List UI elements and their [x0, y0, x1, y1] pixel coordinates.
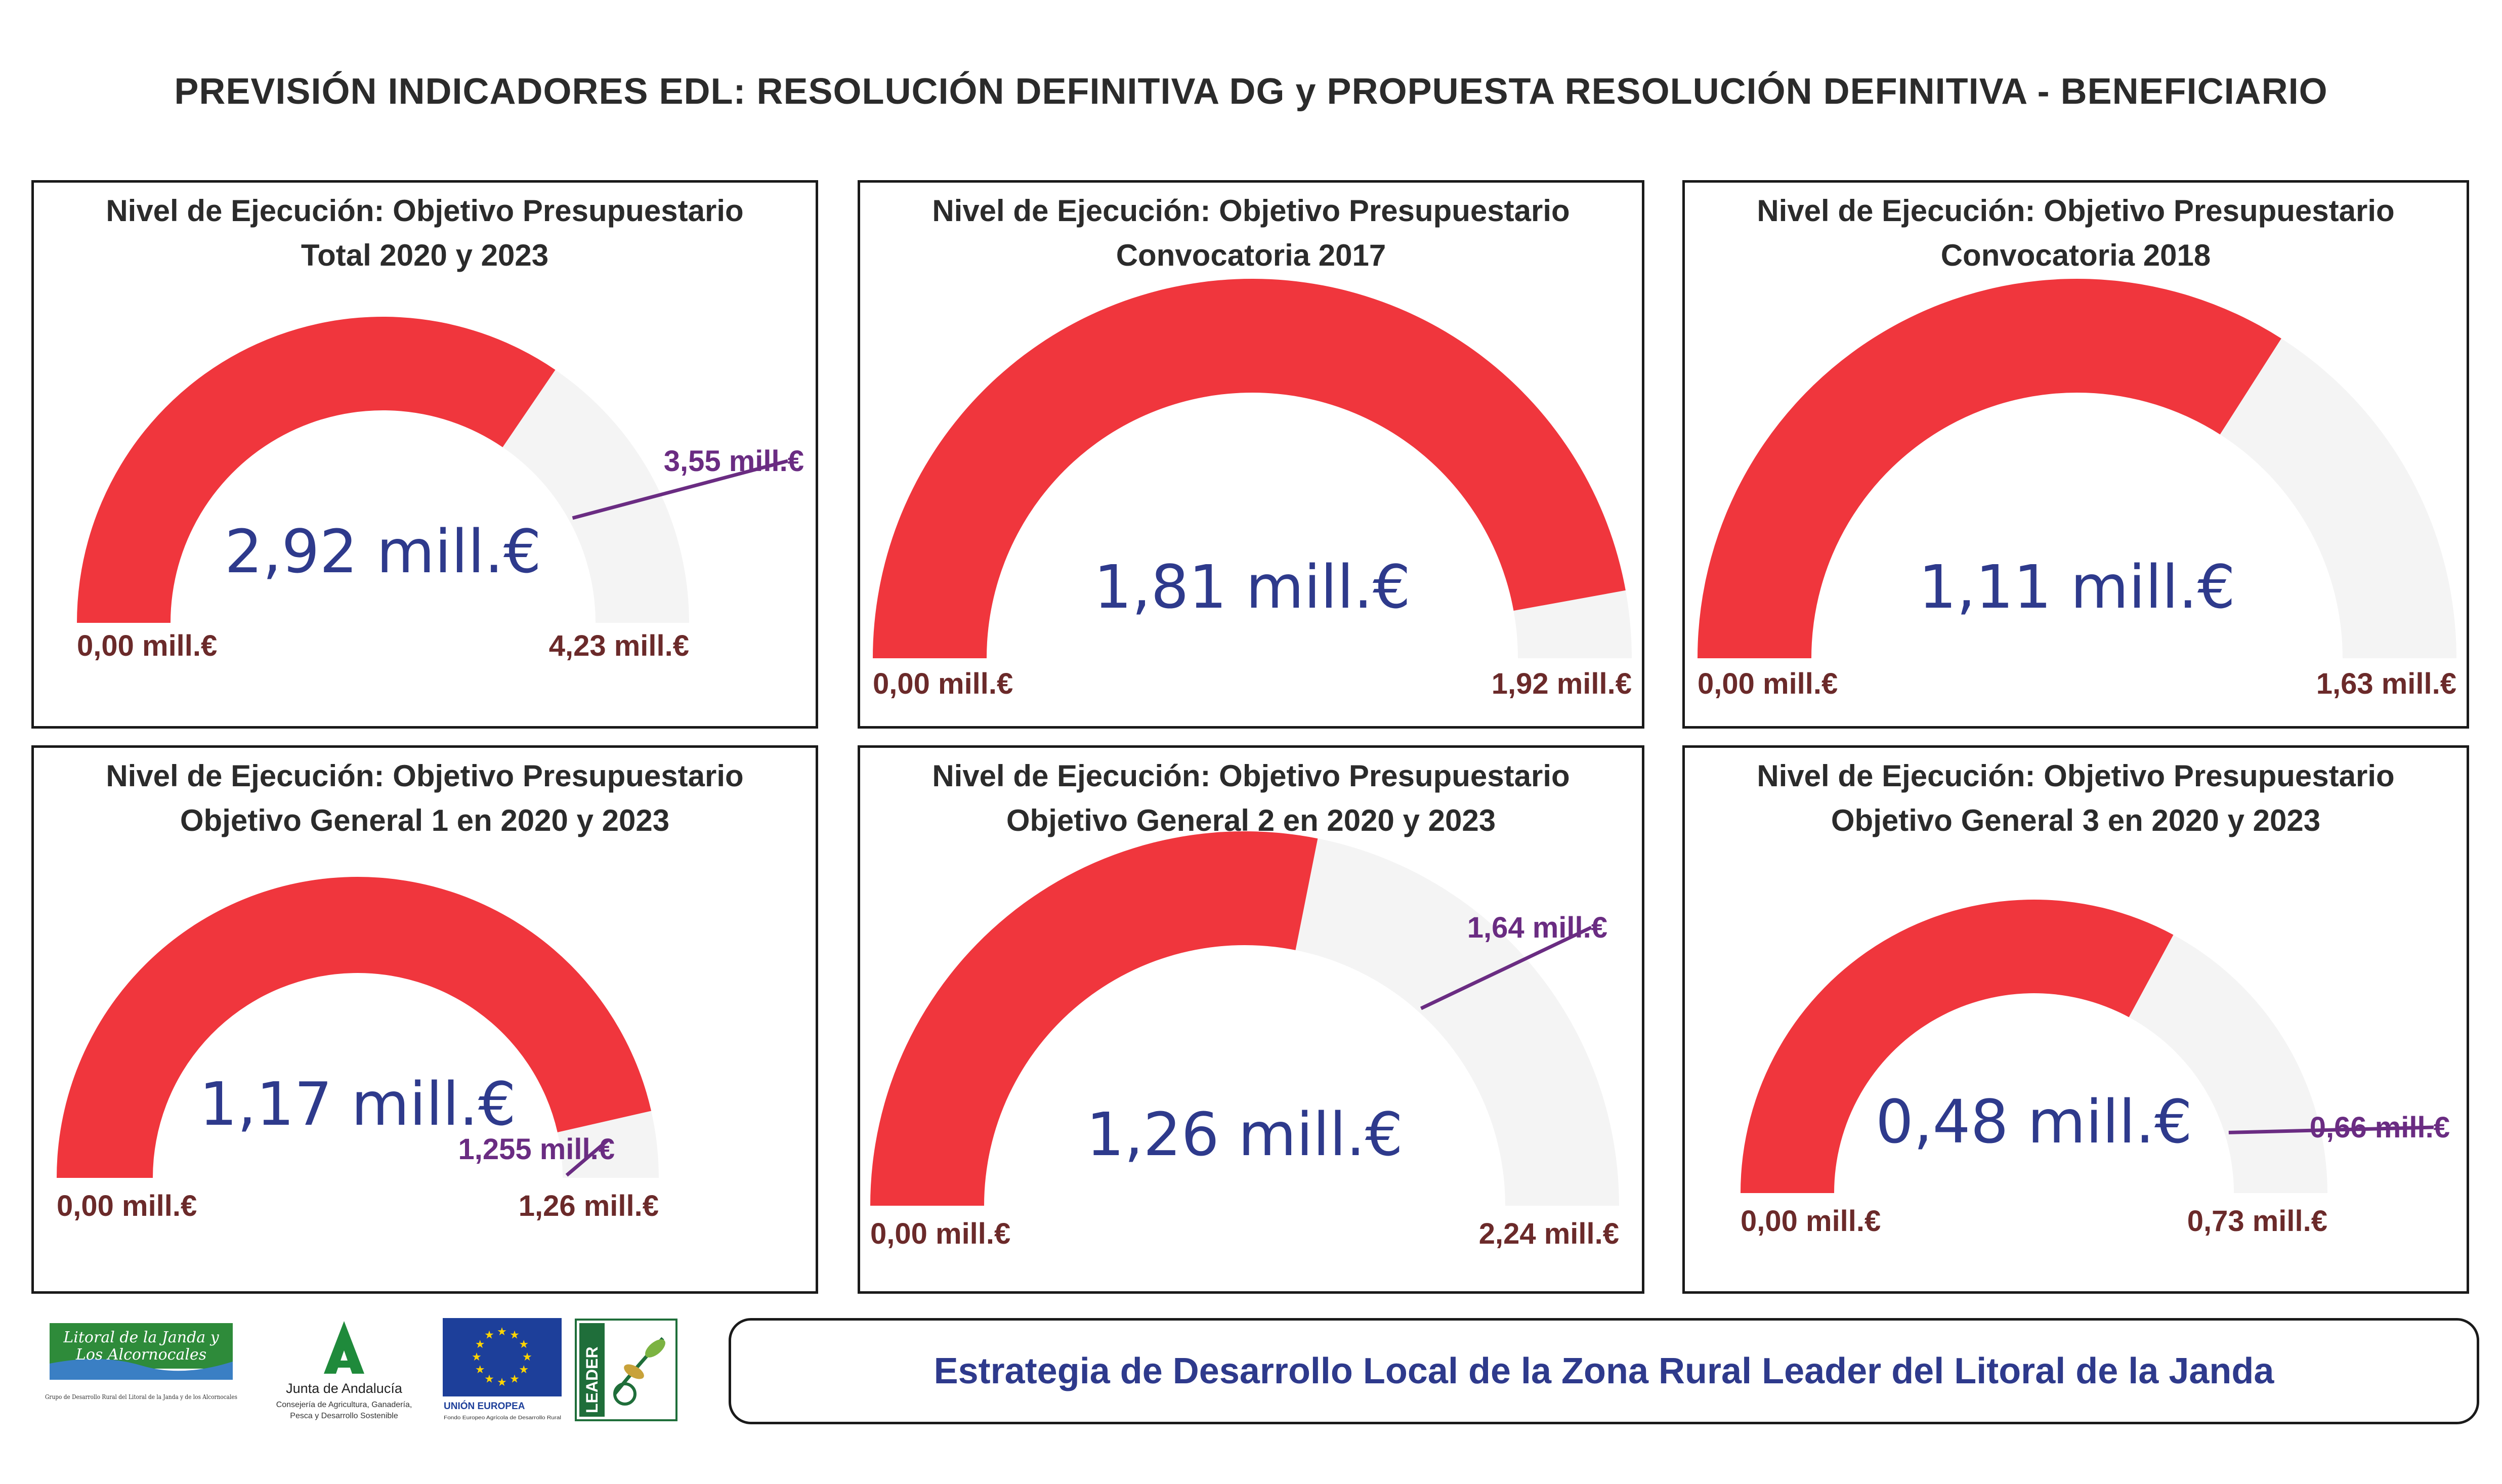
leader-logo-band [579, 1323, 605, 1417]
logo-junta-andalucia: Junta de Andalucía Consejería de Agricul… [263, 1318, 425, 1424]
gauge-target-label: 0,66 mill.€ [2310, 1111, 2450, 1144]
gauge-title-line: Objetivo General 1 en 2020 y 2023 [180, 803, 670, 837]
gauge-panel-1: 3,55 mill.€ 2,92 mill.€ 0,00 mill.€ 4,23 mi… [31, 180, 818, 729]
eu-star: ★ [497, 1376, 507, 1388]
junta-logo-name: Junta de Andalucía [286, 1381, 403, 1396]
gauge-title-line: Convocatoria 2018 [1940, 238, 2211, 272]
gauge-min-label: 0,00 mill.€ [1698, 667, 1838, 700]
gauge-max-label: 0,73 mill.€ [2187, 1205, 2327, 1238]
gauge-value-label: 0,48 mill.€ [1876, 1087, 2192, 1157]
gauge-title-line: Nivel de Ejecución: Objetivo Presupuesta… [932, 194, 1570, 228]
gauge-title: Nivel de Ejecución: Objetivo Presupuesta… [1685, 189, 2467, 278]
gauge-panel-2: 1,81 mill.€ 0,00 mill.€ 1,92 mill.€ Nivel d… [858, 180, 1644, 729]
eu-star: ★ [519, 1363, 529, 1376]
gauge-title: Nivel de Ejecución: Objetivo Presupuesta… [34, 754, 816, 843]
gauge-target-label: 3,55 mill.€ [664, 445, 804, 478]
gauge-svg: 3,55 mill.€ 2,92 mill.€ 0,00 mill.€ 4,23 mi… [77, 317, 804, 662]
gauge-max-label: 4,23 mill.€ [549, 629, 689, 662]
gauge-title: Nivel de Ejecución: Objetivo Presupuesta… [860, 189, 1642, 278]
eu-star: ★ [484, 1372, 494, 1385]
gauge-value-arc [870, 831, 1318, 1206]
logo-union-europea: ★ ★ ★ ★ ★ ★ ★ ★ ★ ★ ★ ★ UNIÓN EUROPEA Fondo Europeo… [443, 1318, 564, 1424]
gauge-max-label: 2,24 mill.€ [1479, 1217, 1619, 1250]
footer-text: Estrategia de Desarrollo Local de la Zon… [934, 1351, 2274, 1391]
gauge-panel-4: 1,255 mill.€ 1,17 mill.€ 0,00 mill.€ 1,26 m… [31, 745, 818, 1294]
eu-star: ★ [510, 1372, 520, 1385]
gauge-target-label: 1,255 mill.€ [458, 1133, 615, 1166]
junta-logo-sub2: Pesca y Desarrollo Sostenible [290, 1412, 398, 1420]
litoral-logo-line1: Litoral de la Janda y [63, 1329, 219, 1346]
eu-flag [443, 1318, 562, 1396]
gauge-svg: 1,64 mill.€ 1,26 mill.€ 0,00 mill.€ 2,24 mi… [870, 831, 1619, 1250]
gauge-target-label: 1,64 mill.€ [1467, 911, 1607, 944]
eu-star: ★ [522, 1350, 532, 1363]
gauge-title-line: Objetivo General 2 en 2020 y 2023 [1006, 803, 1496, 837]
gauge-max-label: 1,63 mill.€ [2316, 667, 2456, 700]
logo-litoral-janda: Litoral de la Janda y Los Alcornocales G… [40, 1323, 243, 1419]
gauge-title: Nivel de Ejecución: Objetivo Presupuesta… [860, 754, 1642, 843]
gauge-value-arc [77, 317, 556, 623]
gauge-title: Nivel de Ejecución: Objetivo Presupuesta… [1685, 754, 2467, 843]
eu-star: ★ [475, 1338, 485, 1350]
gauge-svg: 1,81 mill.€ 0,00 mill.€ 1,92 mill.€ [873, 279, 1632, 700]
eu-star: ★ [475, 1363, 485, 1376]
gauge-title-line: Nivel de Ejecución: Objetivo Presupuesta… [1757, 194, 2395, 228]
gauge-max-label: 1,92 mill.€ [1492, 667, 1632, 700]
gauge-min-label: 0,00 mill.€ [1741, 1205, 1881, 1238]
gauge-target-line [572, 459, 788, 520]
gauge-svg: 1,255 mill.€1,17 mill.€ 0,00 mill.€ 1,26 m… [57, 876, 659, 1222]
gauge-value-label: 1,11 mill.€ [1919, 552, 2235, 622]
gauge-panel-5: 1,64 mill.€ 1,26 mill.€ 0,00 mill.€ 2,24 mi… [858, 745, 1644, 1294]
gauge-panel-6: 0,66 mill.€ 0,48 mill.€ 0,00 mill.€ 0,73 mi… [1682, 745, 2469, 1294]
gauge-value-label: 1,26 mill.€ [1086, 1099, 1403, 1169]
litoral-logo-sub: Grupo de Desarrollo Rural del Litoral de… [45, 1393, 237, 1401]
gauge-title-line: Total 2020 y 2023 [301, 238, 549, 272]
gauge-target-line [1420, 925, 1592, 1010]
gauge-value-arc [1698, 279, 2281, 658]
gauge-panel-3: 1,11 mill.€ 0,00 mill.€ 1,63 mill.€ Nivel d… [1682, 180, 2469, 729]
litoral-logo-wave [50, 1359, 233, 1380]
gauge-value-arc [1741, 899, 2174, 1193]
eu-star: ★ [484, 1329, 494, 1341]
eu-star: ★ [510, 1329, 520, 1341]
gauge-title-line: Nivel de Ejecución: Objetivo Presupuesta… [932, 759, 1570, 793]
gauge-svg: 0,66 mill.€ 0,48 mill.€ 0,00 mill.€ 0,73 mi… [1741, 899, 2450, 1238]
gauge-max-label: 1,26 mill.€ [519, 1190, 659, 1222]
gauge-value-arc [873, 279, 1626, 658]
gauge-min-label: 0,00 mill.€ [870, 1217, 1010, 1250]
gauge-title-line: Nivel de Ejecución: Objetivo Presupuesta… [106, 194, 744, 228]
eu-star: ★ [472, 1350, 482, 1363]
gauge-value-label: 1,81 mill.€ [1094, 552, 1411, 622]
gauge-title-line: Objetivo General 3 en 2020 y 2023 [1831, 803, 2321, 837]
gauge-title-line: Nivel de Ejecución: Objetivo Presupuesta… [1757, 759, 2395, 793]
gauge-title: Nivel de Ejecución: Objetivo Presupuesta… [34, 189, 816, 278]
litoral-logo-line2: Los Alcornocales [75, 1346, 206, 1364]
gauge-min-label: 0,00 mill.€ [77, 629, 217, 662]
eu-stars: ★★★★★★★★★ ★ ★★ [472, 1325, 532, 1388]
leader-logo-leaf [645, 1339, 665, 1358]
gauge-title-line: Convocatoria 2017 [1116, 238, 1386, 272]
gauge-target-line [2228, 1125, 2434, 1134]
footer-banner: Estrategia de Desarrollo Local de la Zon… [729, 1318, 2479, 1424]
gauge-value-arc [57, 876, 652, 1178]
gauge-value-label: 2,92 mill.€ [225, 517, 541, 586]
gauge-target-line [565, 1138, 610, 1177]
logo-leader: LEADER [574, 1318, 678, 1422]
gauge-title-line: Nivel de Ejecución: Objetivo Presupuesta… [106, 759, 744, 793]
eu-logo-sub: Fondo Europeo Agrícola de Desarrollo Rur… [444, 1415, 561, 1421]
eu-logo-name: UNIÓN EUROPEA [444, 1401, 525, 1412]
junta-logo-sub1: Consejería de Agricultura, Ganadería, [276, 1401, 412, 1409]
eu-star: ★ [497, 1325, 507, 1338]
gauge-min-label: 0,00 mill.€ [57, 1190, 197, 1222]
page-title: PREVISIÓN INDICADORES EDL: RESOLUCIÓN DE… [174, 71, 2328, 112]
gauge-svg: 1,11 mill.€ 0,00 mill.€ 1,63 mill.€ [1698, 279, 2456, 700]
gauge-min-label: 0,00 mill.€ [873, 667, 1013, 700]
leader-logo-text: LEADER [583, 1346, 601, 1413]
eu-star: ★ [519, 1338, 529, 1350]
gauge-value-label: 1,17 mill.€ [199, 1069, 516, 1139]
